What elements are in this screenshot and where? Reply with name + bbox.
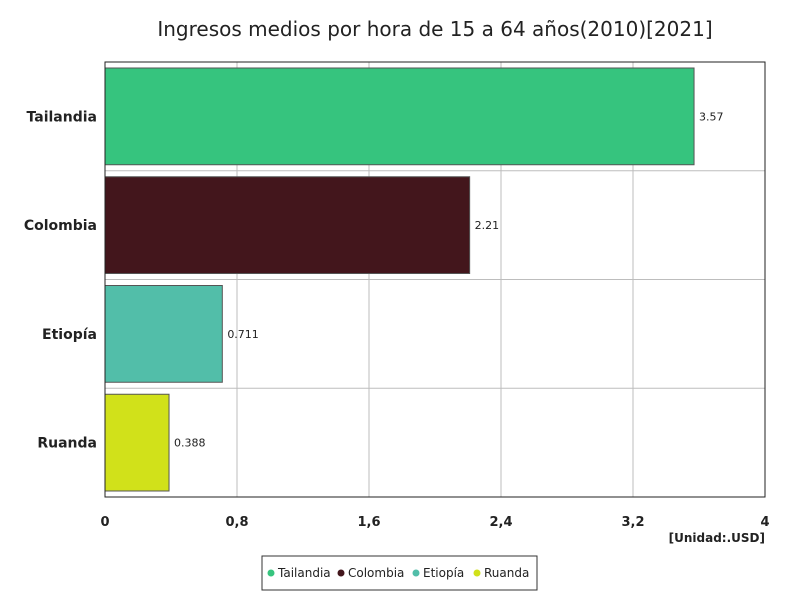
bars-layer	[104, 67, 695, 492]
x-tick-label: 0	[100, 515, 109, 530]
data-label: 3.57	[699, 110, 724, 123]
legend-box	[261, 555, 538, 591]
y-category-label: Ruanda	[37, 436, 97, 452]
y-category-label: Tailandia	[27, 109, 97, 125]
legend-items: Tailandia Colombia Etiopía Ruanda	[267, 566, 529, 580]
data-label: 0.711	[227, 328, 259, 341]
x-tick-label: 0,8	[225, 515, 248, 530]
unit-label: [Unidad:.USD]	[669, 531, 765, 545]
axis-layer: 0 0,8 1,6 2,4 3,2 4 Tailandia Colombia Etiopía Ru…	[24, 109, 770, 530]
bar-ruanda	[104, 393, 170, 492]
legend: Tailandia Colombia Etiopía Ruanda	[261, 555, 538, 591]
labels-layer: 3.57 2.21 0.711 0.388	[174, 110, 724, 449]
x-tick-label: 4	[760, 515, 769, 530]
legend-item-label: Tailandia	[277, 566, 331, 580]
legend-item-label: Colombia	[348, 566, 404, 580]
x-tick-label: 2,4	[489, 515, 512, 530]
legend-item-label: Ruanda	[484, 566, 529, 580]
chart-title: Ingresos medios por hora de 15 a 64 años…	[157, 17, 712, 41]
legend-item-label: Etiopía	[423, 566, 464, 580]
legend-swatch	[473, 569, 481, 577]
y-category-label: Etiopía	[42, 327, 97, 343]
y-category-label: Colombia	[24, 218, 97, 234]
data-label: 0.388	[174, 437, 206, 450]
plot-frame	[104, 61, 766, 498]
bar-tailandia	[104, 67, 695, 166]
legend-swatch	[412, 569, 420, 577]
x-tick-label: 3,2	[621, 515, 644, 530]
legend-swatch	[267, 569, 275, 577]
data-label: 2.21	[475, 219, 500, 232]
legend-swatch	[337, 569, 345, 577]
bar-etiopía	[104, 285, 223, 383]
bar-colombia	[104, 176, 471, 274]
x-tick-label: 1,6	[357, 515, 380, 530]
